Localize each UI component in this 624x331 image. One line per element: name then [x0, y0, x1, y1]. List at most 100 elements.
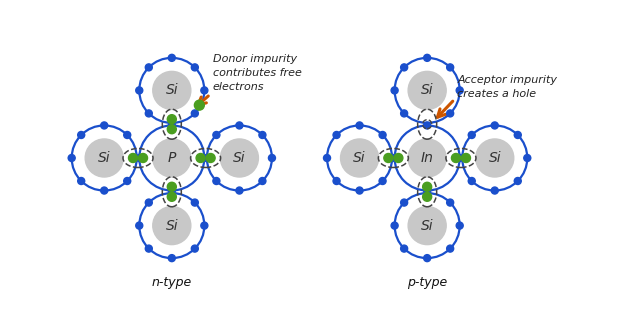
Circle shape — [447, 110, 454, 117]
Circle shape — [201, 87, 208, 94]
Circle shape — [333, 131, 340, 138]
Text: Si: Si — [489, 151, 501, 165]
Circle shape — [167, 192, 177, 201]
Circle shape — [468, 177, 475, 184]
Text: Si: Si — [421, 218, 434, 233]
Circle shape — [514, 177, 521, 184]
Circle shape — [424, 122, 431, 129]
Circle shape — [195, 100, 204, 110]
Circle shape — [514, 131, 521, 138]
Circle shape — [475, 139, 514, 177]
Circle shape — [68, 155, 75, 162]
Text: Si: Si — [233, 151, 246, 165]
Text: Si: Si — [98, 151, 110, 165]
Circle shape — [456, 87, 463, 94]
Circle shape — [408, 139, 446, 177]
Circle shape — [168, 54, 175, 61]
Circle shape — [124, 131, 131, 138]
Circle shape — [129, 154, 137, 163]
Circle shape — [145, 64, 152, 71]
Circle shape — [468, 131, 475, 138]
Text: Si: Si — [165, 218, 178, 233]
Circle shape — [391, 87, 398, 94]
Circle shape — [136, 87, 143, 94]
Text: Acceptor impurity
creates a hole: Acceptor impurity creates a hole — [457, 75, 557, 99]
Circle shape — [168, 122, 175, 129]
Circle shape — [401, 245, 407, 252]
Circle shape — [85, 139, 124, 177]
Circle shape — [192, 245, 198, 252]
Circle shape — [213, 131, 220, 138]
Text: p-type: p-type — [407, 276, 447, 289]
Circle shape — [401, 199, 407, 206]
Circle shape — [424, 255, 431, 261]
Circle shape — [236, 187, 243, 194]
Circle shape — [447, 199, 454, 206]
Circle shape — [391, 222, 398, 229]
Circle shape — [462, 154, 470, 163]
Circle shape — [78, 131, 85, 138]
Circle shape — [206, 154, 215, 163]
Circle shape — [391, 155, 398, 162]
Circle shape — [259, 177, 266, 184]
Circle shape — [379, 177, 386, 184]
Circle shape — [213, 177, 220, 184]
Circle shape — [153, 139, 191, 177]
Circle shape — [451, 154, 461, 163]
Circle shape — [136, 155, 143, 162]
Circle shape — [356, 187, 363, 194]
Circle shape — [168, 187, 175, 194]
Circle shape — [447, 64, 454, 71]
Circle shape — [524, 155, 531, 162]
Text: Si: Si — [165, 83, 178, 97]
Circle shape — [124, 177, 131, 184]
Circle shape — [422, 182, 432, 191]
Circle shape — [341, 139, 379, 177]
Circle shape — [196, 154, 205, 163]
Text: P: P — [168, 151, 176, 165]
Circle shape — [401, 64, 407, 71]
Circle shape — [167, 125, 177, 134]
Circle shape — [136, 222, 143, 229]
Circle shape — [268, 155, 275, 162]
Circle shape — [422, 192, 432, 201]
Circle shape — [408, 207, 446, 245]
Circle shape — [100, 122, 108, 129]
Circle shape — [168, 255, 175, 261]
Circle shape — [145, 110, 152, 117]
Circle shape — [456, 155, 463, 162]
Circle shape — [153, 71, 191, 110]
Circle shape — [333, 177, 340, 184]
Circle shape — [491, 122, 498, 129]
Circle shape — [259, 131, 266, 138]
Circle shape — [456, 222, 463, 229]
Circle shape — [145, 199, 152, 206]
Circle shape — [424, 187, 431, 194]
Circle shape — [408, 71, 446, 110]
Circle shape — [167, 182, 177, 191]
Circle shape — [491, 187, 498, 194]
Circle shape — [220, 139, 258, 177]
Circle shape — [192, 64, 198, 71]
Circle shape — [167, 115, 177, 124]
Circle shape — [153, 207, 191, 245]
Circle shape — [100, 187, 108, 194]
Text: n-type: n-type — [152, 276, 192, 289]
Circle shape — [236, 122, 243, 129]
Circle shape — [401, 110, 407, 117]
Text: In: In — [421, 151, 434, 165]
Circle shape — [447, 245, 454, 252]
Circle shape — [323, 155, 331, 162]
Circle shape — [356, 122, 363, 129]
Circle shape — [139, 154, 147, 163]
Circle shape — [78, 177, 85, 184]
Circle shape — [201, 155, 208, 162]
Circle shape — [192, 199, 198, 206]
Text: Donor impurity
contributes free
electrons: Donor impurity contributes free electron… — [213, 54, 302, 92]
Text: Si: Si — [421, 83, 434, 97]
Circle shape — [192, 110, 198, 117]
Circle shape — [379, 131, 386, 138]
Circle shape — [424, 54, 431, 61]
Circle shape — [384, 154, 393, 163]
Circle shape — [394, 154, 403, 163]
